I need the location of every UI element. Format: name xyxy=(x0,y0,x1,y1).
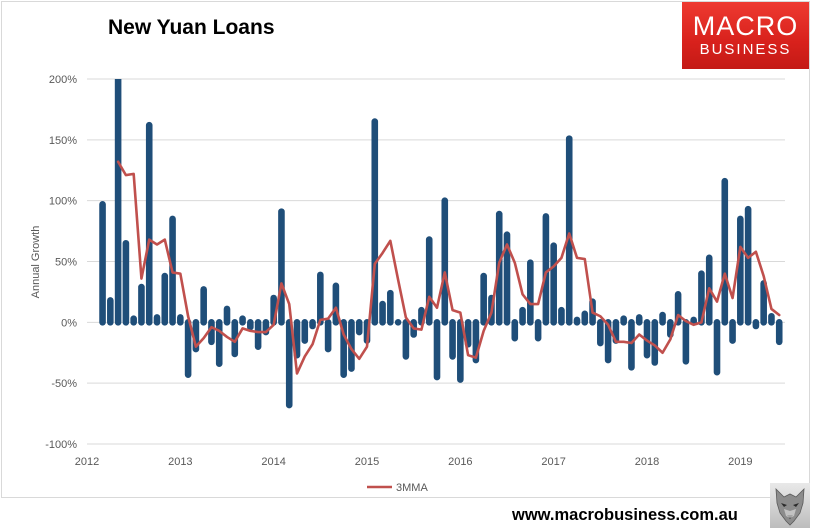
macro-business-logo: MACRO BUSINESS xyxy=(682,2,809,69)
y-axis-title: Annual Growth xyxy=(30,226,42,299)
y-tick-label: -50% xyxy=(51,378,77,390)
x-axis-ticks: 2012 2013 2014 2015 2016 2017 2018 2019 xyxy=(75,456,753,468)
y-tick-label: 200% xyxy=(49,74,77,86)
gridlines xyxy=(87,78,785,445)
wolf-logo xyxy=(770,483,810,528)
legend: 3MMA xyxy=(367,482,428,494)
x-tick-label: 2017 xyxy=(541,456,565,468)
x-tick-label: 2015 xyxy=(355,456,379,468)
logo-text-macro: MACRO xyxy=(692,11,799,41)
x-tick-label: 2013 xyxy=(168,456,192,468)
y-tick-label: 150% xyxy=(49,135,77,147)
x-tick-label: 2012 xyxy=(75,456,99,468)
x-tick-label: 2016 xyxy=(448,456,472,468)
line-series-3mma xyxy=(116,160,781,375)
x-tick-label: 2019 xyxy=(728,456,752,468)
chart-title: New Yuan Loans xyxy=(108,16,275,39)
y-tick-label: -100% xyxy=(45,439,77,451)
y-tick-label: 100% xyxy=(49,196,77,208)
y-tick-label: 50% xyxy=(55,257,77,269)
y-axis-ticks: 200% 150% 100% 50% 0% -50% -100% xyxy=(45,74,77,451)
x-tick-label: 2014 xyxy=(261,456,285,468)
series-line-3mma xyxy=(116,160,781,375)
chart-frame xyxy=(1,1,810,498)
bar-series xyxy=(99,79,783,409)
y-tick-label: 0% xyxy=(61,317,77,329)
chart-area: 200%150%100%50%0%-50%-100% 2012 2013 2014 2… xyxy=(30,74,785,494)
legend-3mma-label: 3MMA xyxy=(396,482,428,494)
footer-url: www.macrobusiness.com.au xyxy=(512,506,738,524)
x-tick-label: 2018 xyxy=(635,456,659,468)
logo-text-business: BUSINESS xyxy=(699,41,792,58)
